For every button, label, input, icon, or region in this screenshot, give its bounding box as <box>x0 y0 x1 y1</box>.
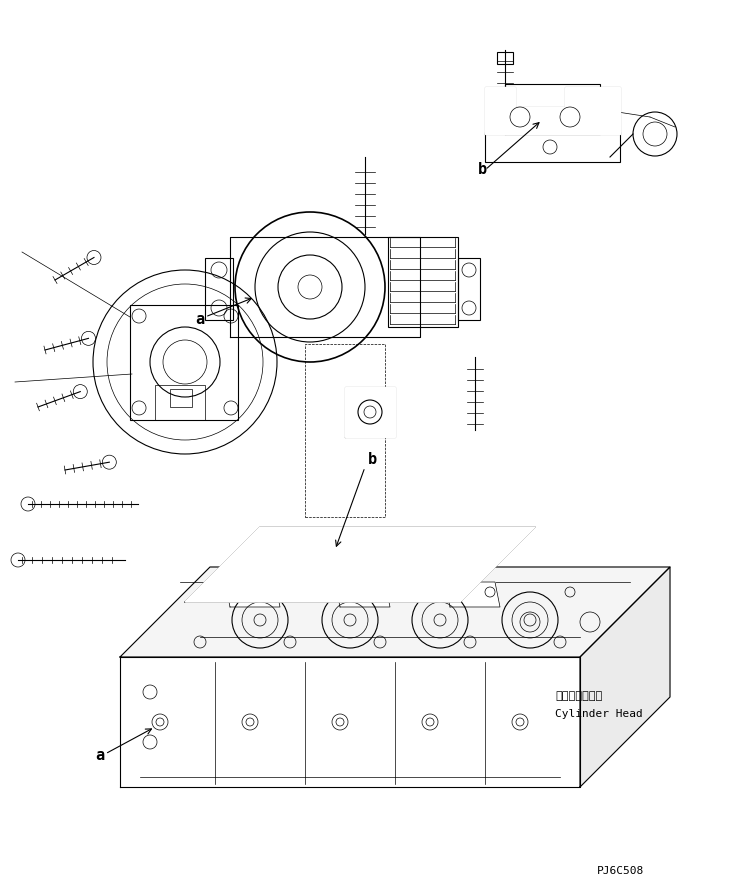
Bar <box>497 52 513 64</box>
Bar <box>155 385 205 420</box>
Text: Cylinder Head: Cylinder Head <box>555 709 643 719</box>
Polygon shape <box>345 387 395 437</box>
Polygon shape <box>335 582 390 607</box>
Polygon shape <box>485 87 620 134</box>
Text: b: b <box>478 162 487 177</box>
Polygon shape <box>445 582 500 607</box>
Polygon shape <box>185 527 535 602</box>
Polygon shape <box>120 567 670 657</box>
Bar <box>388 237 458 327</box>
Bar <box>458 258 480 320</box>
Text: a: a <box>195 312 204 327</box>
Polygon shape <box>580 567 670 787</box>
Text: a: a <box>95 748 104 763</box>
Bar <box>205 258 233 320</box>
Bar <box>130 305 238 420</box>
Polygon shape <box>230 237 420 337</box>
Polygon shape <box>120 657 580 787</box>
Bar <box>505 84 600 134</box>
Text: b: b <box>368 452 377 467</box>
Bar <box>485 132 620 162</box>
Bar <box>170 389 192 407</box>
Polygon shape <box>225 582 280 607</box>
Text: シリンダヘッド: シリンダヘッド <box>555 691 602 701</box>
Text: PJ6C508: PJ6C508 <box>596 866 643 876</box>
